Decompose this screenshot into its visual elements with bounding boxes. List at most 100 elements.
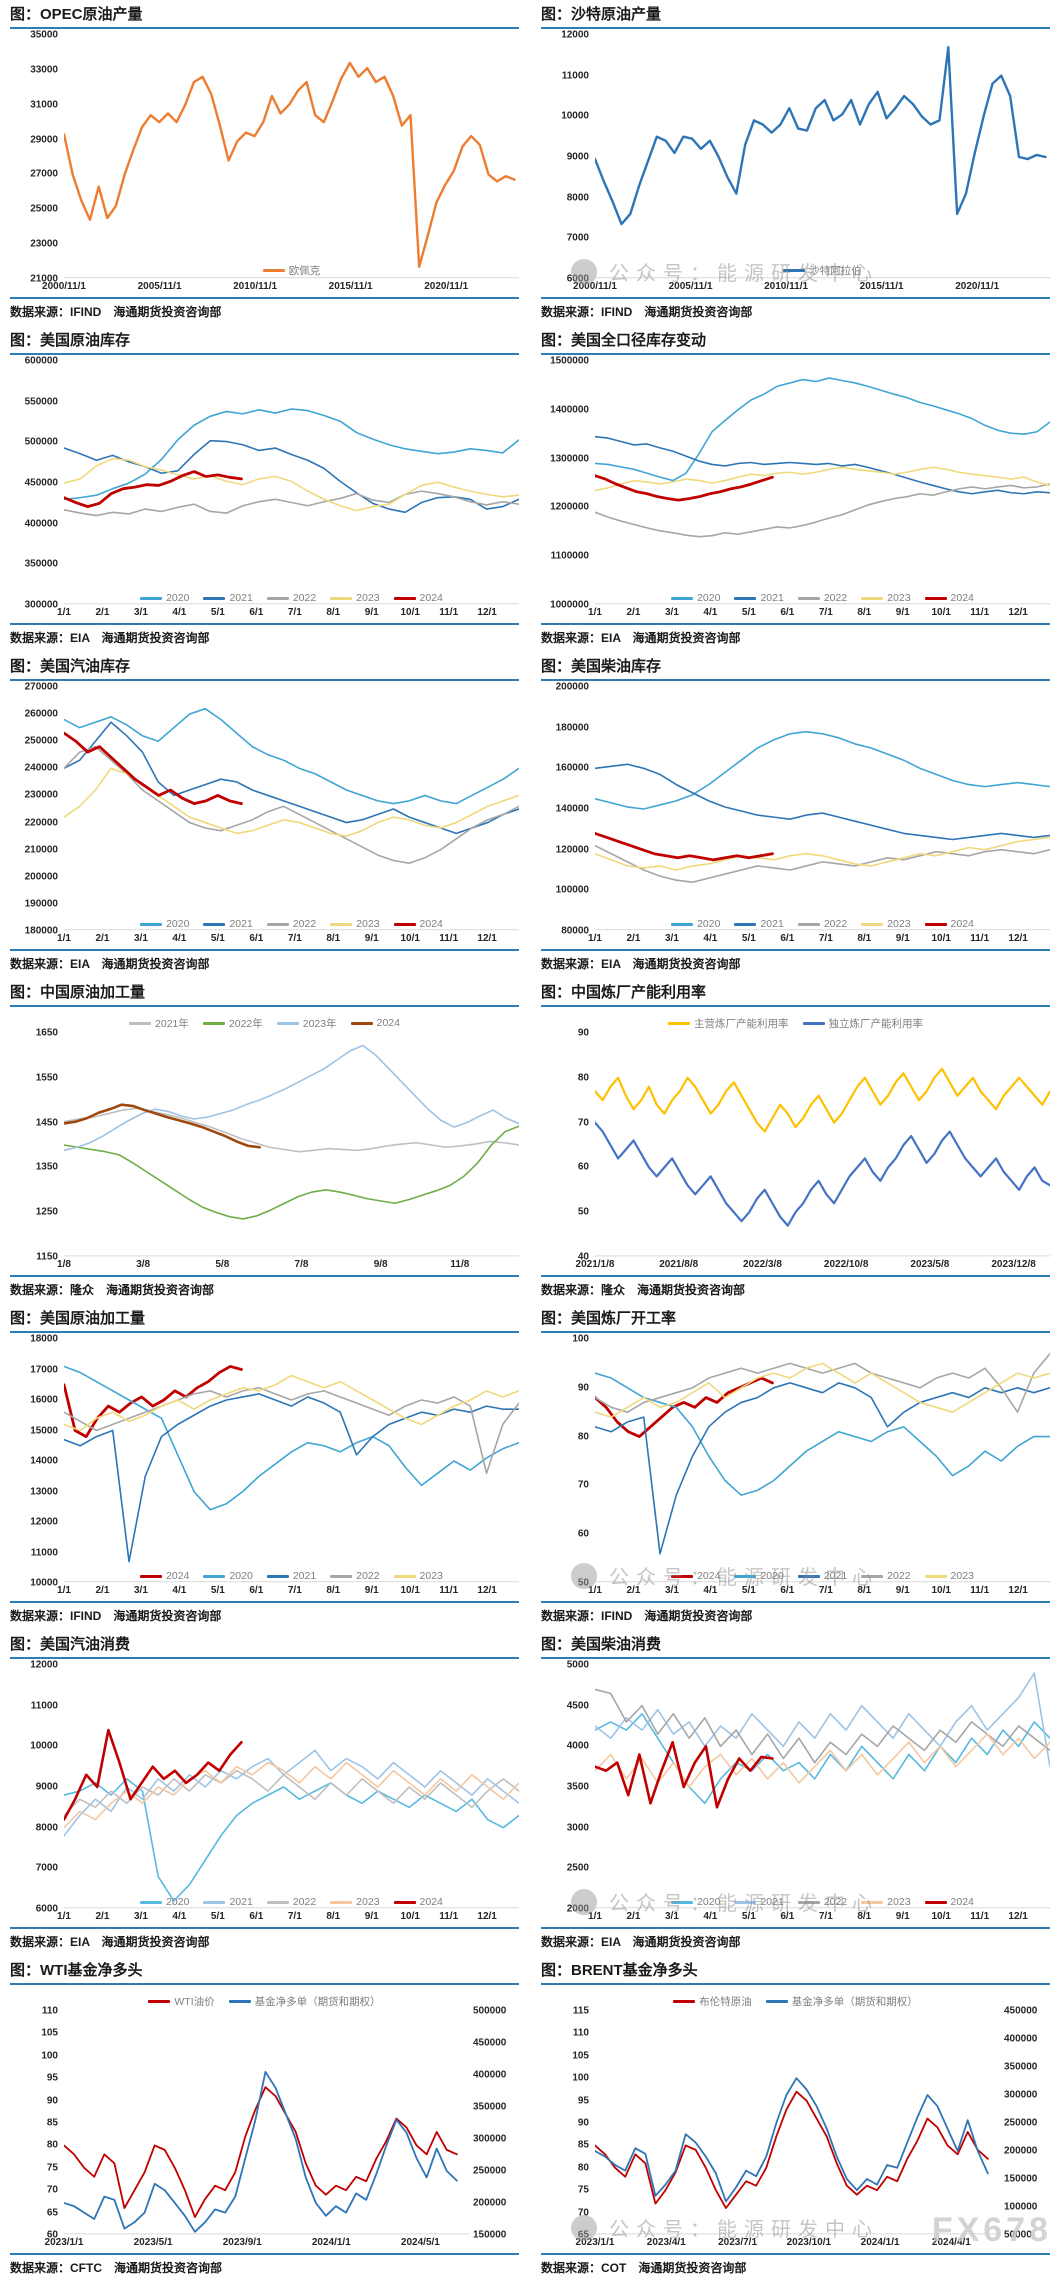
x-tick-label: 10/1 bbox=[931, 607, 951, 618]
chart-us-crude-processing: 图：美国原油加工量 18000 17000 16000 15000 14000 13000… bbox=[0, 1304, 531, 1630]
legend-label: 2021 bbox=[823, 1570, 848, 1582]
legend-item: 2020 bbox=[671, 592, 720, 604]
x-tick-label: 10/1 bbox=[400, 1911, 420, 1922]
y-tick-label: 85 bbox=[46, 2117, 58, 2129]
y-tick-label: 250000 bbox=[1004, 2117, 1038, 2129]
y-tick-label: 100000 bbox=[555, 884, 589, 896]
legend-item: 2024 bbox=[393, 1896, 443, 1908]
legend-item: 2023 bbox=[393, 1570, 443, 1582]
x-tick-label: 12/1 bbox=[1008, 1911, 1028, 1922]
legend-swatch bbox=[203, 922, 226, 926]
y-tick-label: 250000 bbox=[24, 735, 58, 747]
legend-item: 2024 bbox=[393, 918, 443, 930]
legend-item: 2021 bbox=[203, 1896, 253, 1908]
chart-title: 图：BRENT基金净多头 bbox=[541, 1962, 1050, 1985]
y-tick-label: 270000 bbox=[24, 681, 58, 693]
legend-swatch bbox=[140, 596, 163, 600]
legend-item: 2022 bbox=[797, 592, 847, 604]
y-tick-label: 140000 bbox=[555, 803, 589, 815]
legend-label: 2020 bbox=[697, 592, 721, 604]
chart-us-diesel-inventory: 图：美国柴油库存 200000 180000 160000 140000 120000 1… bbox=[531, 652, 1062, 978]
y-tick-label: 35000 bbox=[30, 29, 58, 41]
legend-swatch bbox=[330, 1574, 353, 1578]
legend-swatch bbox=[393, 1900, 416, 1904]
legend-swatch bbox=[765, 1999, 788, 2003]
legend-item: 2021 bbox=[203, 592, 253, 604]
y-tick-label: 8000 bbox=[35, 1822, 58, 1834]
x-tick-label: 5/1 bbox=[210, 1911, 225, 1922]
legend-label: 基金净多单（期货和期权） bbox=[791, 1995, 918, 2008]
data-source: 数据来源：隆众 海通期货投资咨询部 bbox=[541, 1275, 1050, 1298]
chart-us-crude-inventory: 图：美国原油库存 600000 550000 500000 450000 400000 3… bbox=[0, 326, 531, 652]
x-tick-label: 1/1 bbox=[57, 933, 71, 944]
y-tick-label: 15000 bbox=[30, 1425, 58, 1436]
y-axis: 5000 4500 4000 3500 3000 2500 2000 bbox=[541, 1660, 595, 1915]
y-tick-label: 80 bbox=[577, 1072, 589, 1084]
legend: 2020 2021 2022 2023 2024 bbox=[64, 592, 519, 604]
y-tick-label: 210000 bbox=[24, 844, 58, 856]
legend-swatch bbox=[140, 1900, 163, 1904]
x-tick-label: 12/1 bbox=[1008, 1585, 1028, 1596]
y-tick-label: 1400000 bbox=[550, 404, 589, 416]
y-tick-label: 200000 bbox=[555, 681, 589, 693]
legend-label: 2020 bbox=[166, 592, 190, 604]
legend-swatch bbox=[262, 269, 285, 272]
y-tick-label: 300000 bbox=[24, 599, 58, 611]
x-tick-label: 7/1 bbox=[287, 1911, 302, 1922]
line-chart: 100 90 80 70 60 50 2024 2020 2021 2022 2023 1/1 2/1 3… bbox=[541, 1334, 1050, 1599]
legend: 2021年 2022年 2023年 2024 bbox=[10, 1013, 519, 1033]
legend-swatch bbox=[129, 1021, 152, 1025]
x-tick-label: 5/8 bbox=[215, 1259, 230, 1270]
legend-label: 2021 bbox=[229, 592, 253, 604]
legend-label: 2021 bbox=[229, 918, 253, 930]
y-tick-label: 60 bbox=[46, 2229, 58, 2241]
legend-item: 2023 bbox=[861, 1896, 911, 1908]
x-tick-label: 2000/11/1 bbox=[42, 281, 86, 292]
x-axis: 1/1 2/1 3/1 4/1 5/1 6/1 7/1 8/1 9/1 10/1 11/1 12/1 bbox=[57, 931, 519, 947]
legend-label: 2021 bbox=[229, 1896, 253, 1908]
x-tick-label: 11/1 bbox=[970, 1585, 990, 1596]
x-tick-label: 2022/10/8 bbox=[823, 1259, 869, 1270]
plot-area: 沙特阿拉伯 bbox=[595, 35, 1050, 279]
legend-swatch bbox=[330, 596, 353, 600]
y-tick-label: 17000 bbox=[30, 1364, 58, 1375]
x-axis: 2023/1/1 2023/4/1 2023/7/1 2023/10/1 2024/1/… bbox=[576, 2235, 1000, 2251]
x-tick-label: 1/1 bbox=[588, 933, 602, 944]
legend-label: 2024 bbox=[950, 918, 974, 930]
y-axis: 1650 1550 1450 1350 1250 1150 bbox=[10, 1028, 64, 1263]
x-tick-label: 8/1 bbox=[857, 607, 872, 618]
legend-label: 2023 bbox=[356, 1896, 380, 1908]
legend-swatch bbox=[924, 922, 947, 926]
y-tick-label: 110 bbox=[572, 2027, 589, 2039]
x-tick-label: 12/1 bbox=[1008, 607, 1028, 618]
x-tick-label: 12/1 bbox=[477, 933, 497, 944]
legend-label: 2023年 bbox=[302, 1017, 337, 1030]
x-tick-label: 6/1 bbox=[780, 933, 795, 944]
chart-title: 图：美国全口径库存变动 bbox=[541, 332, 1050, 355]
legend-swatch bbox=[924, 1900, 947, 1904]
y-tick-label: 90 bbox=[46, 2095, 58, 2107]
x-tick-label: 7/1 bbox=[287, 1585, 302, 1596]
legend: 沙特阿拉伯 bbox=[595, 263, 1050, 278]
x-tick-label: 7/1 bbox=[818, 607, 833, 618]
legend-swatch bbox=[203, 1900, 226, 1904]
y-tick-label: 5000 bbox=[566, 1659, 589, 1671]
legend-label: 2024 bbox=[697, 1570, 721, 1582]
y-tick-label: 11000 bbox=[30, 1700, 58, 1712]
x-tick-label: 5/1 bbox=[210, 1585, 225, 1596]
x-tick-label: 2015/11/1 bbox=[328, 281, 373, 292]
legend-swatch bbox=[148, 1999, 171, 2003]
chart-us-diesel-consumption: 图：美国柴油消费 5000 4500 4000 3500 3000 2500 2000 202… bbox=[531, 1630, 1062, 1956]
x-tick-label: 3/1 bbox=[133, 1911, 148, 1922]
y-tick-label: 90 bbox=[577, 2117, 589, 2129]
x-tick-label: 5/1 bbox=[741, 1585, 756, 1596]
y-tick-label: 1200000 bbox=[550, 501, 589, 513]
x-tick-label: 10/1 bbox=[931, 933, 951, 944]
legend-label: 2021年 bbox=[155, 1017, 189, 1030]
legend-item: 2024 bbox=[924, 592, 974, 604]
x-tick-label: 2015/11/1 bbox=[859, 281, 904, 292]
x-tick-label: 3/1 bbox=[664, 1585, 679, 1596]
x-tick-label: 2021/8/8 bbox=[659, 1259, 699, 1270]
y-tick-label: 85 bbox=[577, 2139, 589, 2151]
chart-us-total-inventory-change: 图：美国全口径库存变动 1500000 1400000 1300000 1200000… bbox=[531, 326, 1062, 652]
